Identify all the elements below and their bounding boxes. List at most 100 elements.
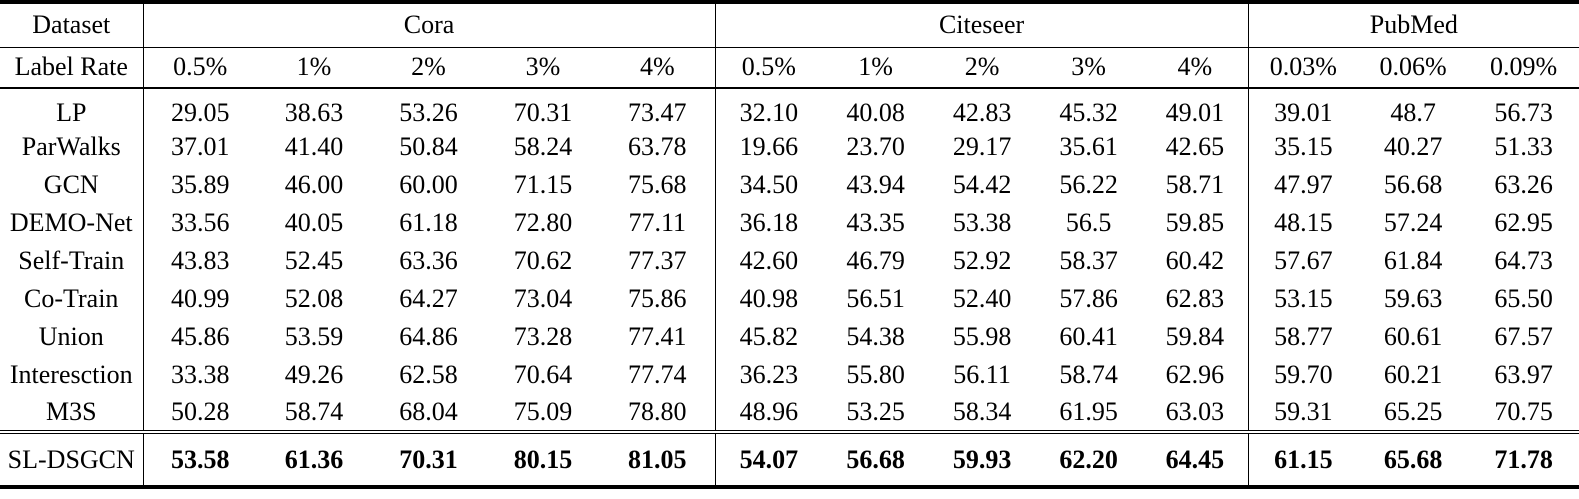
value-cell: 46.00 xyxy=(284,170,344,199)
value-cell: 52.40 xyxy=(952,284,1012,313)
value-cell: 56.22 xyxy=(1059,170,1118,199)
value-cell: 62.20 xyxy=(1035,430,1143,487)
value-cell: 54.38 xyxy=(846,322,905,351)
value-cell: 59.63 xyxy=(1383,284,1443,313)
value-cell: 78.80 xyxy=(600,394,716,432)
value-cell: 45.86 xyxy=(171,322,230,351)
value-cell: 80.15 xyxy=(486,430,600,487)
value-cell: 36.23 xyxy=(739,360,799,389)
value-cell: 73.04 xyxy=(513,284,573,313)
value-cell: 71.78 xyxy=(1468,430,1579,487)
value-cell: 29.17 xyxy=(952,132,1012,161)
table-body: LP 29.05 38.63 53.26 70.31 73.47 32.10 40.08 42.… xyxy=(0,88,1579,487)
group-header-cora: Cora xyxy=(143,2,716,48)
value-cell: 61.18 xyxy=(399,208,458,237)
value-cell: 43.94 xyxy=(846,170,905,199)
value-cell: 75.86 xyxy=(600,280,716,318)
value-cell: 35.61 xyxy=(1059,132,1118,161)
value-cell: 59.93 xyxy=(929,430,1036,487)
value-cell: 70.62 xyxy=(513,246,573,275)
value-cell: 49.26 xyxy=(284,360,344,389)
value-cell: 53.59 xyxy=(284,322,344,351)
value-cell: 59.31 xyxy=(1274,397,1333,426)
value-cell: 75.68 xyxy=(600,166,716,204)
method-cell: M3S xyxy=(0,394,144,432)
value-cell: 63.36 xyxy=(399,246,458,275)
value-cell: 23.70 xyxy=(846,132,905,161)
value-cell: 37.01 xyxy=(171,132,230,161)
value-cell: 35.89 xyxy=(171,170,230,199)
value-cell: 61.95 xyxy=(1059,397,1118,426)
value-cell: 45.82 xyxy=(739,322,799,351)
label-rate-cora-4: 4% xyxy=(600,47,716,89)
results-table: Dataset Cora Citeseer PubMed Label Rate 0.… xyxy=(0,0,1579,489)
value-cell: 60.41 xyxy=(1059,322,1118,351)
label-rate-cora-2: 2% xyxy=(371,47,486,89)
value-cell: 59.70 xyxy=(1274,360,1333,389)
value-cell: 59.84 xyxy=(1142,318,1249,356)
value-cell: 46.79 xyxy=(846,246,905,275)
value-cell: 62.96 xyxy=(1142,356,1249,394)
value-cell: 38.63 xyxy=(284,98,344,127)
value-cell: 47.97 xyxy=(1274,170,1333,199)
value-cell: 65.25 xyxy=(1383,397,1443,426)
value-cell: 40.08 xyxy=(846,98,905,127)
table-row: Union 45.86 53.59 64.86 73.28 77.41 45.82 54.38… xyxy=(0,318,1579,356)
value-cell: 41.40 xyxy=(284,132,344,161)
table-row: Self-Train 43.83 52.45 63.36 70.62 77.37 42.60… xyxy=(0,242,1579,280)
value-cell: 60.42 xyxy=(1142,242,1249,280)
value-cell: 62.95 xyxy=(1494,208,1553,237)
value-cell: 62.58 xyxy=(399,360,458,389)
label-rate-citeseer-0: 0.5% xyxy=(715,47,823,89)
label-rate-citeseer-3: 3% xyxy=(1035,47,1143,89)
value-cell: 64.27 xyxy=(399,284,458,313)
value-cell: 63.78 xyxy=(600,128,716,166)
value-cell: 70.64 xyxy=(513,360,573,389)
value-cell: 73.28 xyxy=(513,322,573,351)
value-cell: 32.10 xyxy=(739,98,799,127)
value-cell: 56.51 xyxy=(846,284,905,313)
label-rate-pubmed-2: 0.09% xyxy=(1468,47,1579,89)
table-row: Co-Train 40.99 52.08 64.27 73.04 75.86 40.98 56… xyxy=(0,280,1579,318)
value-cell: 19.66 xyxy=(739,132,799,161)
value-cell: 73.47 xyxy=(600,88,716,128)
value-cell: 67.57 xyxy=(1494,322,1553,351)
value-cell: 48.96 xyxy=(739,397,799,426)
value-cell: 58.77 xyxy=(1274,322,1333,351)
value-cell: 53.15 xyxy=(1274,284,1333,313)
value-cell: 57.86 xyxy=(1059,284,1118,313)
value-cell: 52.08 xyxy=(284,284,344,313)
value-cell: 71.15 xyxy=(513,170,573,199)
group-header-pubmed: PubMed xyxy=(1248,2,1579,48)
value-cell: 60.00 xyxy=(399,170,458,199)
value-cell: 70.75 xyxy=(1494,397,1553,426)
value-cell: 63.26 xyxy=(1494,170,1553,199)
value-cell: 50.84 xyxy=(399,132,458,161)
value-cell: 55.80 xyxy=(846,360,905,389)
value-cell: 58.74 xyxy=(284,397,344,426)
value-cell: 61.15 xyxy=(1248,430,1359,487)
value-cell: 60.21 xyxy=(1383,360,1443,389)
value-cell: 53.26 xyxy=(399,98,458,127)
table-row: ParWalks 37.01 41.40 50.84 58.24 63.78 19.66 23… xyxy=(0,128,1579,166)
value-cell: 65.50 xyxy=(1494,284,1553,313)
dataset-header-row: Dataset Cora Citeseer PubMed xyxy=(0,2,1579,48)
value-cell: 49.01 xyxy=(1142,88,1249,128)
value-cell: 42.60 xyxy=(739,246,799,275)
label-rate-corner-cell: Label Rate xyxy=(0,47,144,89)
value-cell: 56.68 xyxy=(1383,170,1443,199)
value-cell: 55.98 xyxy=(952,322,1012,351)
value-cell: 75.09 xyxy=(513,397,573,426)
value-cell: 43.35 xyxy=(846,208,905,237)
method-cell: SL-DSGCN xyxy=(0,430,144,487)
value-cell: 58.37 xyxy=(1059,246,1118,275)
value-cell: 34.50 xyxy=(739,170,799,199)
label-rate-citeseer-1: 1% xyxy=(822,47,930,89)
value-cell: 43.83 xyxy=(171,246,230,275)
value-cell: 51.33 xyxy=(1494,132,1553,161)
group-header-citeseer: Citeseer xyxy=(715,2,1249,48)
table-header: Dataset Cora Citeseer PubMed Label Rate 0.… xyxy=(0,2,1579,89)
table-row: GCN 35.89 46.00 60.00 71.15 75.68 34.50 43.94 54… xyxy=(0,166,1579,204)
method-cell: GCN xyxy=(0,166,144,204)
value-cell: 56.11 xyxy=(953,360,1011,389)
